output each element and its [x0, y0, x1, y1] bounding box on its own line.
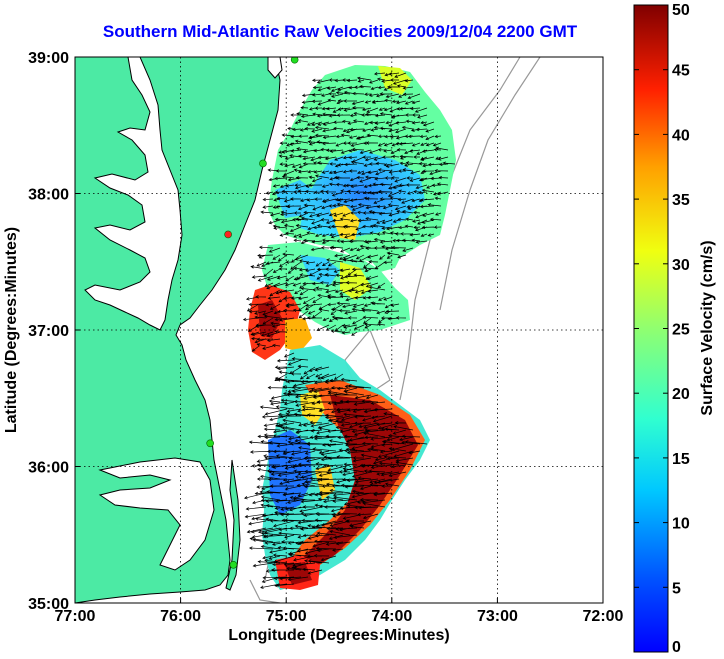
y-tick-label: 39:00: [28, 50, 69, 67]
colorbar-tick-label: 5: [672, 580, 681, 597]
y-tick-label: 38:00: [28, 187, 69, 204]
station-marker: [229, 560, 238, 569]
y-axis-ticks: 39:00 38:00 37:00 36:00 35:00: [28, 50, 80, 613]
colorbar-tick-label: 15: [672, 451, 690, 468]
y-tick-label: 35:00: [28, 596, 69, 613]
x-tick-label: 77:00: [55, 608, 96, 625]
colorbar-tick-label: 30: [672, 257, 690, 274]
colorbar-tick-label: 45: [672, 63, 690, 80]
colorbar-tick-label: 0: [672, 639, 681, 656]
y-axis-label: Latitude (Degrees:Minutes): [3, 227, 20, 433]
vector-arrow: [242, 72, 456, 589]
colorbar-tick-label: 20: [672, 386, 690, 403]
colorbar: [633, 4, 669, 653]
grid-lines: [75, 57, 603, 603]
colorbar-tick-label: 50: [672, 2, 690, 19]
x-tick-label: 76:00: [160, 608, 201, 625]
station-marker: [224, 230, 232, 239]
x-tick-label: 75:00: [266, 608, 307, 625]
colorbar-tick-label: 25: [672, 322, 690, 339]
x-tick-label: 74:00: [371, 608, 412, 625]
x-axis-label: Longitude (Degrees:Minutes): [228, 627, 449, 644]
station-marker: [290, 57, 299, 64]
chart-title: Southern Mid-Atlantic Raw Velocities 200…: [102, 22, 578, 41]
y-tick-label: 37:00: [28, 323, 69, 340]
colorbar-tick-label: 10: [672, 516, 690, 533]
x-axis-ticks: 77:00 76:00 75:00 74:00 73:00 72:00: [55, 598, 624, 625]
station-marker: [259, 159, 267, 168]
station-marker: [206, 439, 214, 448]
colorbar-tick-label: 40: [672, 127, 690, 144]
x-tick-label: 73:00: [477, 608, 518, 625]
radar-stations: [206, 57, 299, 569]
colorbar-tick-label: 35: [672, 192, 690, 209]
x-tick-label: 72:00: [583, 608, 624, 625]
y-tick-label: 36:00: [28, 460, 69, 477]
colorbar-label: Surface Velocity (cm/s): [699, 240, 716, 415]
velocity-vectors: [242, 72, 456, 589]
